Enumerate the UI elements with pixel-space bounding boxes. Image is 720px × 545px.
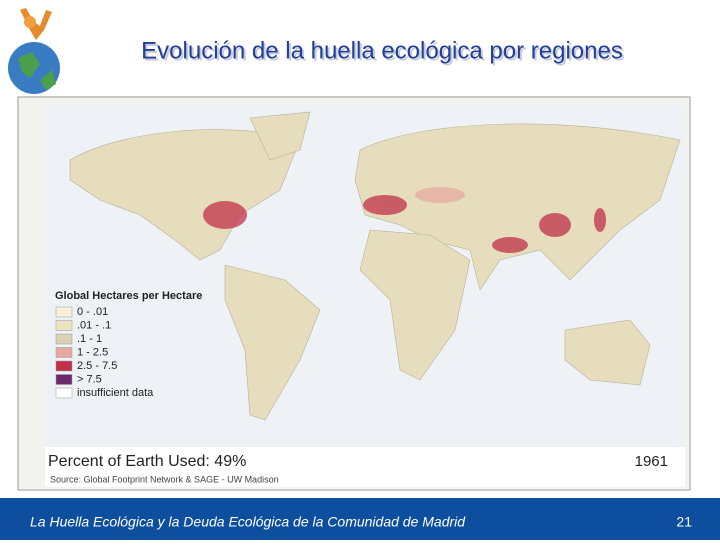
legend-label: .01 - .1 xyxy=(77,319,111,331)
source: Source: Global Footprint Network & SAGE … xyxy=(50,474,279,484)
footer-text: La Huella Ecológica y la Deuda Ecológica… xyxy=(30,514,466,530)
legend-label: 2.5 - 7.5 xyxy=(77,360,117,372)
legend-label: insufficient data xyxy=(77,387,154,399)
hotspots xyxy=(203,187,606,253)
legend-swatch xyxy=(55,306,73,318)
legend-swatch xyxy=(55,347,73,358)
footer-bar xyxy=(0,498,720,540)
legend-label: 0 - .01 xyxy=(77,306,108,318)
legend-title: Global Hectares per Hectare xyxy=(55,290,202,302)
legend: 0 - .01.01 - .1 .1 - 11 - 2.5 2.5 - 7.5> 7… xyxy=(55,306,154,399)
legend-swatch xyxy=(55,360,73,372)
legend-swatch xyxy=(55,374,73,385)
legend-label: .1 - 1 xyxy=(77,333,102,345)
page-number: 21 xyxy=(676,514,692,530)
legend-swatch xyxy=(55,320,73,331)
title-shadow: Evolución de la huella ecológica por reg… xyxy=(143,39,625,66)
logo xyxy=(8,8,60,94)
year: 1961 xyxy=(635,453,668,470)
title: Evolución de la huella ecológica por reg… xyxy=(141,37,623,64)
continents xyxy=(69,111,681,421)
legend-swatch xyxy=(55,387,73,399)
caption-band xyxy=(45,447,685,487)
legend-label: 1 - 2.5 xyxy=(77,346,108,358)
legend-swatch xyxy=(55,333,73,345)
summary: Percent of Earth Used: 49% xyxy=(48,453,246,470)
legend-label: > 7.5 xyxy=(77,373,102,385)
